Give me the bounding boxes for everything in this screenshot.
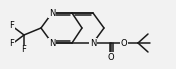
Text: F: F [10, 22, 14, 30]
Text: N: N [90, 39, 96, 47]
Text: F: F [10, 39, 14, 49]
Text: O: O [121, 39, 127, 47]
Text: N: N [49, 8, 55, 18]
Text: N: N [49, 39, 55, 47]
Text: F: F [22, 45, 26, 55]
Text: O: O [108, 53, 114, 61]
